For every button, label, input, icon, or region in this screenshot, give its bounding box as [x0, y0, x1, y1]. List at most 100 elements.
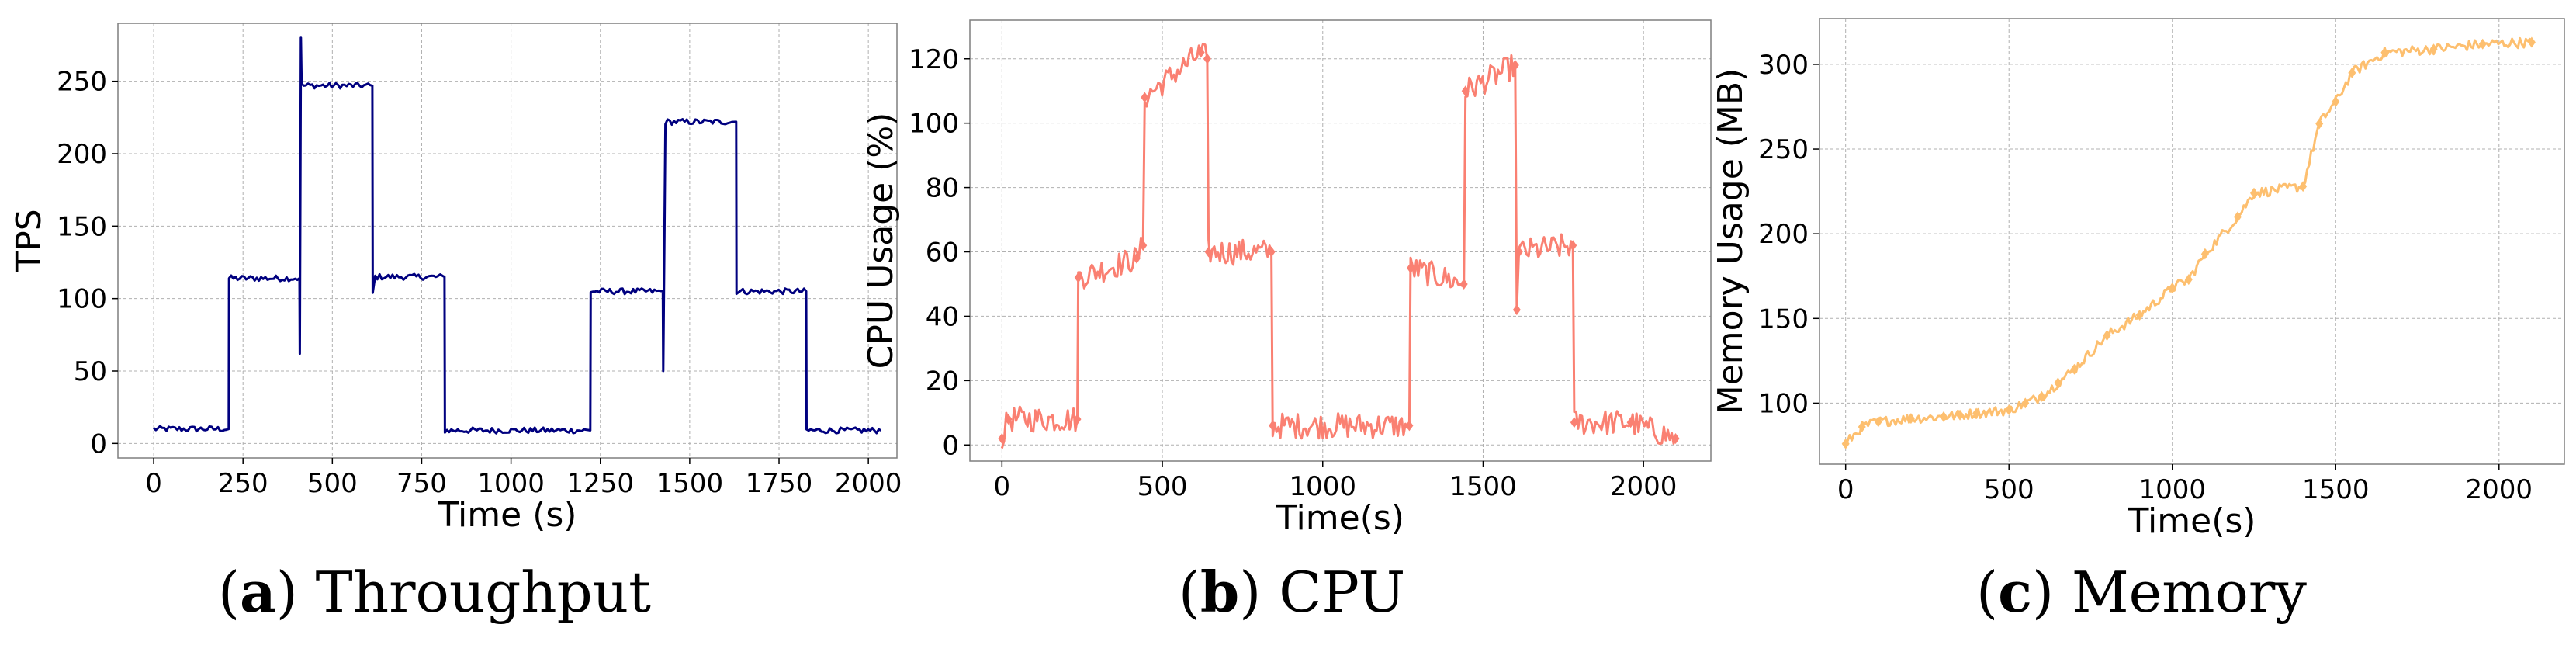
- throughput-caption: (a) Throughput: [218, 559, 651, 625]
- memory-data-point: [2021, 397, 2030, 409]
- memory-axes-frame: [1819, 18, 2565, 465]
- memory-y-tick-label: 150: [1758, 303, 1809, 335]
- throughput-y-tick-label: 50: [74, 356, 107, 387]
- throughput-caption-letter: a: [240, 559, 276, 625]
- memory-x-tick-label: 2000: [2466, 474, 2533, 505]
- cpu-data-point: [1267, 246, 1276, 258]
- throughput-series-line: [153, 36, 881, 435]
- throughput-panel: 0 250 500 750 1000 1250 1500 1750 2000 0 50 100 150 2…: [9, 23, 902, 625]
- memory-data-point: [2233, 211, 2242, 223]
- cpu-data-point: [1269, 420, 1277, 432]
- throughput-grid: [118, 23, 897, 458]
- throughput-y-tick-label: 200: [57, 139, 107, 170]
- throughput-y-tick-label: 100: [57, 284, 107, 315]
- memory-x-axis-label: Time(s): [2128, 501, 2256, 541]
- memory-caption: (c) Memory: [1976, 559, 2307, 625]
- cpu-data-point: [1204, 246, 1213, 258]
- throughput-caption-text: Throughput: [316, 560, 651, 625]
- throughput-y-tick-label: 250: [57, 67, 107, 98]
- memory-series: [1841, 36, 2536, 449]
- memory-data-point: [2332, 95, 2340, 107]
- throughput-x-tick-label: 2000: [835, 468, 902, 499]
- cpu-caption-text: CPU: [1279, 560, 1405, 625]
- memory-data-point: [2250, 187, 2258, 199]
- memory-data-point: [2200, 248, 2209, 260]
- throughput-ticks: 0 250 500 750 1000 1250 1500 1750 2000 0 50 100 150 2…: [57, 67, 902, 499]
- cpu-series-line: [1000, 42, 1677, 449]
- memory-data-point: [2054, 377, 2062, 389]
- throughput-x-tick-label: 500: [307, 468, 358, 499]
- memory-series-line: [1845, 36, 2533, 443]
- memory-data-point: [2135, 309, 2144, 321]
- memory-x-tick-label: 1500: [2302, 474, 2370, 505]
- memory-data-point: [2527, 36, 2536, 48]
- throughput-x-tick-label: 750: [396, 468, 447, 499]
- memory-grid: [1819, 19, 2564, 464]
- memory-data-point: [2070, 363, 2079, 375]
- cpu-data-point: [1671, 432, 1680, 444]
- memory-data-point: [2478, 38, 2487, 50]
- memory-data-point: [1858, 421, 1866, 432]
- memory-y-tick-label: 200: [1758, 219, 1809, 250]
- cpu-y-tick-label: 120: [909, 44, 959, 75]
- memory-data-point: [1906, 413, 1915, 425]
- memory-data-point: [2380, 47, 2389, 58]
- cpu-y-tick-label: 0: [942, 430, 959, 461]
- memory-data-point: [2168, 283, 2176, 294]
- cpu-x-axis-label: Time(s): [1276, 498, 1404, 538]
- throughput-x-axis-label: Time (s): [438, 495, 577, 535]
- memory-data-point: [2005, 404, 2013, 416]
- memory-y-tick-label: 100: [1758, 388, 1809, 419]
- cpu-ticks: 0 500 1000 1500 2000 0 20 40 60 80 100 120: [909, 44, 1677, 502]
- cpu-data-point: [1074, 272, 1082, 283]
- memory-data-point: [1956, 409, 1965, 421]
- throughput-x-tick-label: 1750: [746, 468, 813, 499]
- throughput-x-tick-label: 1250: [566, 468, 634, 499]
- throughput-x-tick-label: 1500: [656, 468, 724, 499]
- cpu-data-point: [1407, 262, 1415, 274]
- cpu-data-point: [1461, 85, 1470, 97]
- cpu-series: [998, 42, 1680, 449]
- cpu-x-tick-label: 0: [994, 471, 1011, 502]
- memory-data-point: [2038, 390, 2046, 402]
- throughput-y-tick-label: 150: [57, 211, 107, 242]
- cpu-x-tick-label: 500: [1137, 471, 1188, 502]
- memory-y-tick-label: 300: [1758, 50, 1809, 81]
- cpu-data-point: [1139, 240, 1148, 251]
- memory-caption-letter: c: [1998, 559, 2032, 625]
- cpu-data-point: [1459, 278, 1468, 290]
- throughput-y-tick-label: 0: [90, 428, 107, 460]
- cpu-data-point: [1626, 417, 1635, 428]
- cpu-data-point: [1004, 414, 1013, 425]
- cpu-data-point: [1073, 414, 1082, 425]
- cpu-data-point: [1405, 420, 1414, 432]
- cpu-x-tick-label: 1500: [1449, 471, 1517, 502]
- memory-data-point: [1940, 411, 1948, 422]
- throughput-x-tick-label: 1000: [477, 468, 545, 499]
- cpu-grid: [970, 20, 1711, 461]
- cpu-data-point: [1132, 252, 1141, 264]
- cpu-caption: (b) CPU: [1179, 559, 1405, 625]
- memory-y-axis-label: Memory Usage (MB): [1711, 68, 1750, 415]
- cpu-axes-frame: [969, 19, 1712, 462]
- cpu-y-tick-label: 60: [926, 238, 959, 269]
- memory-data-point: [2299, 181, 2308, 192]
- memory-x-tick-label: 1000: [2138, 474, 2206, 505]
- memory-y-tick-label: 250: [1758, 134, 1809, 165]
- memory-data-point: [1972, 408, 1981, 419]
- cpu-y-tick-label: 20: [926, 366, 959, 397]
- memory-data-point: [2315, 118, 2324, 130]
- cpu-y-tick-label: 40: [926, 301, 959, 332]
- cpu-data-point: [1569, 240, 1577, 251]
- cpu-data-point: [1515, 246, 1523, 258]
- memory-data-point: [1841, 438, 1850, 449]
- cpu-data-point: [1512, 304, 1521, 316]
- memory-x-tick-label: 0: [1837, 474, 1854, 505]
- throughput-y-axis-label: TPS: [9, 209, 49, 272]
- throughput-series: [153, 36, 881, 435]
- cpu-data-point: [1511, 60, 1519, 71]
- memory-data-point: [2103, 330, 2111, 342]
- throughput-x-tick-label: 0: [145, 468, 162, 499]
